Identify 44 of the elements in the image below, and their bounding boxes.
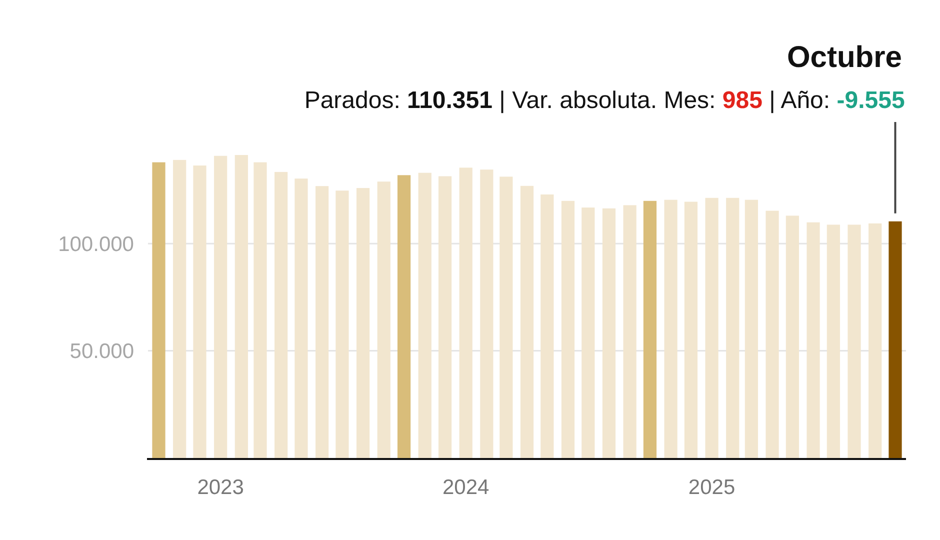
x-tick-label: 2025 — [688, 476, 736, 499]
bar — [726, 198, 740, 458]
bar — [888, 221, 902, 458]
bar — [766, 210, 779, 458]
bar — [377, 182, 390, 458]
bar — [868, 223, 882, 458]
bar — [500, 176, 513, 458]
bar — [173, 160, 186, 458]
x-tick-label: 2024 — [442, 476, 490, 499]
bar — [744, 200, 758, 458]
chart-title: Octubre — [786, 41, 902, 74]
bar — [705, 198, 718, 458]
bar — [397, 175, 411, 458]
annotation: Parados: 110.351 | Var. absoluta. Mes: 985 | Año: -9.555 — [304, 87, 905, 114]
bar — [480, 170, 494, 458]
bar — [214, 156, 228, 458]
bar — [193, 166, 206, 458]
y-tick-label: 50.000 — [70, 340, 134, 364]
bar — [152, 162, 166, 458]
bar — [336, 190, 349, 458]
bar — [786, 216, 799, 458]
bar — [643, 200, 657, 458]
bar — [520, 186, 534, 458]
bar — [540, 194, 554, 458]
bar — [561, 200, 575, 458]
bar — [602, 208, 616, 458]
bar — [294, 178, 308, 458]
bar — [684, 202, 698, 458]
bar — [806, 222, 820, 458]
bar — [356, 188, 370, 458]
x-tick-label: 2023 — [197, 476, 244, 499]
bar — [274, 172, 288, 458]
bar — [826, 224, 840, 458]
bar — [315, 186, 329, 458]
bar — [459, 168, 472, 458]
bar — [582, 208, 595, 458]
bar — [623, 205, 636, 458]
bar — [418, 172, 432, 458]
bar — [234, 155, 248, 458]
bar — [438, 176, 452, 458]
y-tick-label: 100.000 — [58, 232, 134, 256]
bar — [664, 200, 678, 458]
bar — [254, 162, 267, 458]
bar — [848, 224, 861, 458]
